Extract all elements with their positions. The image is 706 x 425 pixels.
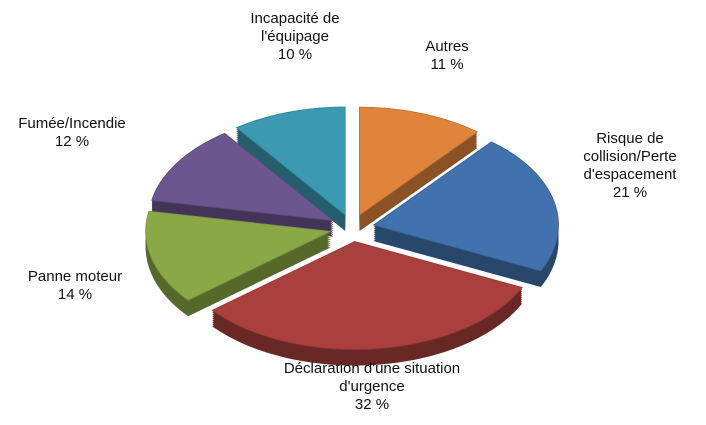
category-label: Autres [425,38,469,55]
slice [235,106,346,216]
slice [145,210,333,301]
slice-label: Risque de collision/Perte d'espacement 21… [555,130,705,202]
slice [372,141,559,272]
category-label: Panne moteur [27,268,123,285]
slice-label: Déclaration d'une situation d'urgence 32 … [257,360,487,414]
category-label: Risque de collision/Perte d'espacement [583,130,677,183]
value-label: 10 % [277,46,313,63]
category-label: Incapacité de l'équipage [250,10,340,45]
value-label: 11 % [430,56,464,73]
slice-label: Incapacité de l'équipage 10 % [225,10,365,64]
slice [211,241,523,350]
value-label: 14 % [57,286,93,303]
slice-label: Autres 11 % [387,38,507,74]
value-label: 12 % [54,133,90,150]
category-label: Déclaration d'une situation d'urgence [283,360,461,395]
value-label: 32 % [354,396,390,413]
value-label: 21 % [612,184,648,201]
slice-label: Fumée/Incendie 12 % [2,115,142,151]
category-label: Fumée/Incendie [18,115,126,132]
slice [359,106,479,216]
slice-label: Panne moteur 14 % [5,268,145,304]
slice [151,132,335,222]
